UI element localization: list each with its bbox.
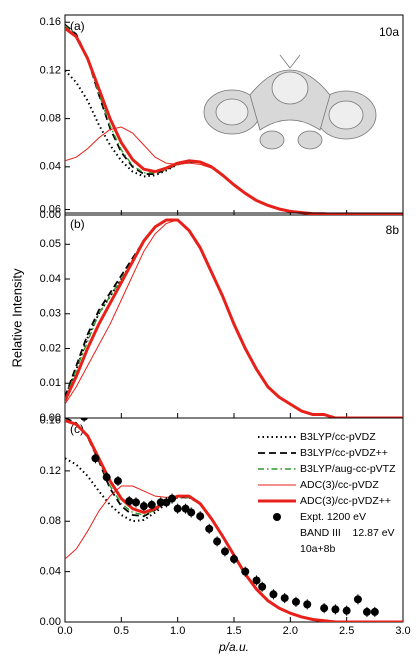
plot-area [65, 418, 403, 622]
plot-area [65, 23, 403, 215]
y-tick-label: 0.01 [40, 377, 61, 389]
y-tick-label: 0.05 [40, 238, 61, 250]
data-point [303, 600, 312, 609]
data-point [131, 498, 140, 507]
y-tick-label: 0.16 [40, 16, 61, 28]
x-tick-label: 2.0 [283, 625, 298, 637]
data-point [331, 605, 340, 614]
annotation: 10a+8b [300, 543, 335, 555]
legend-marker [273, 513, 281, 521]
legend-label: B3LYP/cc-pVDZ++ [300, 447, 388, 459]
data-point [213, 537, 222, 546]
data-point [125, 497, 134, 506]
y-tick-label: 0.08 [40, 515, 61, 527]
data-point [220, 547, 229, 556]
data-point [269, 590, 278, 599]
x-tick-label: 0.5 [114, 625, 129, 637]
y-tick-label: 0.02 [40, 342, 61, 354]
data-point [252, 576, 261, 585]
y-tick-label: 0.00 [40, 412, 61, 424]
y-tick-label: 0.04 [40, 161, 61, 173]
series-line [65, 126, 403, 215]
annotation: BAND III 12.87 eV [300, 527, 395, 539]
y-tick-label: 0.12 [40, 465, 61, 477]
data-point [156, 498, 165, 507]
y-axis-label: Relative Intensity [9, 268, 24, 367]
plot-area [65, 218, 403, 418]
data-point [320, 604, 329, 613]
legend-label: ADC(3)/cc-pVDZ [300, 479, 379, 491]
y-tick-label: 0.04 [40, 566, 61, 578]
y-tick-label: 0.00 [40, 616, 61, 628]
y-tick-label: 0.08 [40, 113, 61, 125]
legend-label: B3LYP/cc-pVDZ [300, 431, 376, 443]
data-point [280, 594, 289, 603]
corner-label: 8b [386, 223, 400, 237]
data-point [147, 500, 156, 509]
data-point [91, 454, 100, 463]
y-tick-label: 0.03 [40, 308, 61, 320]
data-point [205, 524, 214, 533]
data-point [113, 476, 122, 485]
panel-label: (b) [70, 217, 85, 231]
legend-label: ADC(3)/cc-pVDZ++ [300, 495, 391, 507]
data-point [291, 597, 300, 606]
data-point [173, 504, 182, 513]
series-line [65, 219, 403, 418]
series-line [65, 418, 403, 622]
x-tick-label: 3.0 [395, 625, 410, 637]
data-point [168, 494, 177, 503]
data-point [196, 512, 205, 521]
data-point [258, 582, 267, 591]
y-tick-label: 0.04 [40, 273, 61, 285]
y-tick-label: 0.00 [40, 209, 61, 221]
y-tick-label: 0.16 [40, 414, 61, 426]
x-tick-label: 1.5 [226, 625, 241, 637]
x-tick-label: 0.0 [57, 625, 72, 637]
legend-label: Expt. 1200 eV [300, 511, 366, 523]
data-point [370, 607, 379, 616]
panel-label: (c) [70, 422, 84, 436]
series-line [65, 27, 403, 215]
x-axis-label: p/a.u. [218, 640, 249, 654]
series-line [65, 218, 403, 418]
y-tick-label: 0.06 [40, 203, 61, 215]
data-point [342, 606, 351, 615]
legend-label: B3LYP/aug-cc-pVTZ [300, 463, 396, 475]
data-point [102, 473, 111, 482]
panel-label: (a) [70, 19, 85, 33]
data-point [162, 498, 171, 507]
data-point [80, 418, 88, 421]
data-point [241, 567, 250, 576]
corner-label: 10a [379, 25, 399, 39]
data-point [230, 555, 238, 564]
series-line [65, 219, 403, 418]
data-point [362, 607, 371, 616]
data-point [353, 595, 362, 604]
data-point [139, 502, 148, 511]
x-tick-label: 1.0 [170, 625, 185, 637]
series-line [65, 218, 403, 418]
x-tick-label: 2.5 [339, 625, 354, 637]
plot-frame [64, 212, 404, 419]
data-point [187, 508, 196, 517]
orbital-picture [203, 54, 377, 150]
y-tick-label: 0.12 [40, 64, 61, 76]
data-point [181, 504, 190, 513]
series-line [65, 219, 403, 418]
